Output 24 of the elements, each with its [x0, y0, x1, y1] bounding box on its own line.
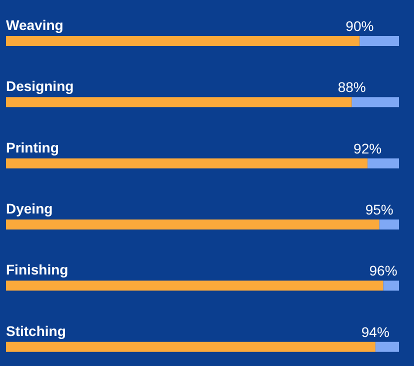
- y-tick-label: Finishing: [6, 262, 68, 278]
- y-tick-label: Dyeing: [6, 200, 53, 216]
- bar: [6, 97, 352, 108]
- data-label: 94%: [361, 324, 390, 340]
- bar: [368, 158, 399, 168]
- y-tick-label: Designing: [6, 78, 74, 94]
- data-label: 90%: [346, 18, 374, 34]
- bar: [6, 158, 368, 168]
- bar: [360, 36, 399, 46]
- y-tick-label: Stitching: [6, 322, 66, 339]
- bar: [6, 280, 384, 291]
- data-label: 92%: [354, 140, 382, 156]
- data-label: 95%: [365, 202, 394, 218]
- y-tick-label: Weaving: [6, 17, 64, 33]
- data-label: 88%: [338, 79, 366, 96]
- bar: [379, 220, 399, 230]
- bar: [383, 280, 399, 291]
- bar: [352, 97, 399, 108]
- data-label: 96%: [369, 262, 398, 279]
- bar: [375, 342, 399, 352]
- bar: [6, 342, 376, 352]
- bar: [6, 220, 380, 230]
- bar: [6, 36, 360, 46]
- y-tick-label: Printing: [6, 139, 59, 156]
